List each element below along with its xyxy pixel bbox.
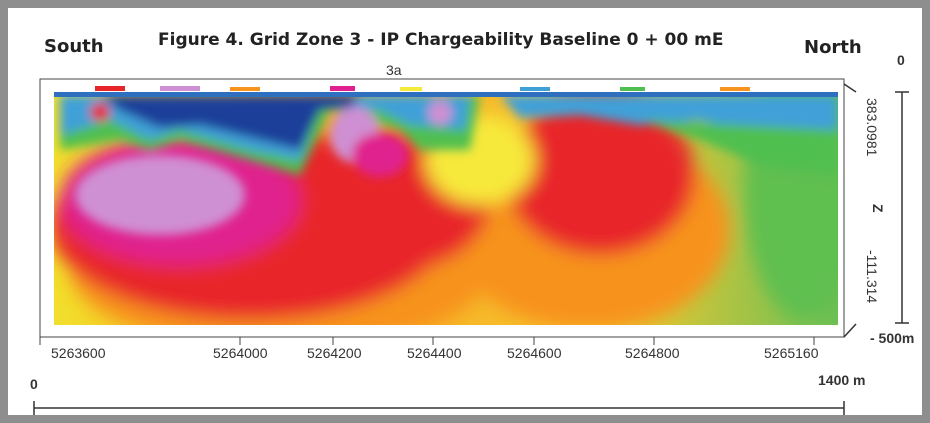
pink-core [75, 155, 245, 235]
red-body-north [505, 95, 695, 255]
north-header: North [804, 37, 862, 58]
magenta-plume [352, 133, 408, 177]
depth-axis [843, 83, 909, 338]
z-axis-label: Z [870, 204, 886, 213]
x-tick-marks [39, 337, 815, 345]
x-tick-label: 5265160 [764, 345, 819, 361]
depth-bottom-label: - 500m [870, 330, 915, 346]
pink-spot [428, 101, 452, 125]
z-tick-label: -111.314 [864, 250, 880, 304]
x-tick-label: 5264400 [407, 345, 462, 361]
chargeability-section [54, 92, 838, 325]
red-spot [90, 103, 110, 121]
x-tick-label: 5264000 [213, 345, 268, 361]
scale-end-label: 1400 m [818, 372, 866, 388]
x-tick-label: 5264200 [307, 345, 362, 361]
surface-band [54, 92, 838, 97]
scale-bar [33, 401, 845, 415]
south-header: South [44, 36, 104, 57]
x-tick-label: 5264800 [625, 345, 680, 361]
x-tick-label: 5263600 [51, 345, 106, 361]
chart-title: Figure 4. Grid Zone 3 - IP Chargeability… [158, 30, 724, 50]
top-label: 3a [386, 62, 402, 78]
low-zone-blue [100, 95, 360, 150]
scale-start-label: 0 [30, 376, 38, 392]
north-low-green [640, 120, 838, 175]
x-tick-label: 5264600 [507, 345, 562, 361]
depth-top-label: 0 [897, 52, 905, 68]
surface-noise [95, 86, 750, 91]
z-tick-label: 383.0981 [864, 98, 880, 157]
